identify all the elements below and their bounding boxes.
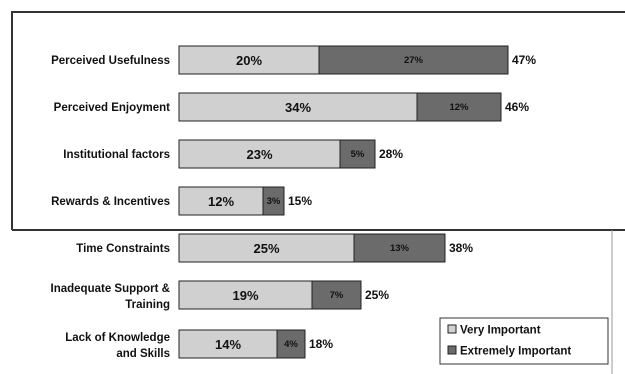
value-label-extremely-important: 3% bbox=[267, 196, 281, 207]
value-label-very-important: 12% bbox=[208, 194, 234, 209]
value-label-extremely-important: 27% bbox=[404, 55, 424, 66]
value-label-very-important: 19% bbox=[232, 288, 258, 303]
category-label: Time Constraints bbox=[76, 243, 170, 255]
value-label-extremely-important: 13% bbox=[390, 243, 410, 254]
total-label: 46% bbox=[505, 100, 529, 114]
total-label: 18% bbox=[309, 337, 333, 351]
total-label: 15% bbox=[288, 194, 312, 208]
total-label: 38% bbox=[449, 241, 473, 255]
legend-box bbox=[439, 317, 609, 365]
bar-extremely-important bbox=[339, 139, 376, 169]
bar-extremely-important bbox=[353, 233, 446, 263]
value-label-very-important: 34% bbox=[285, 100, 311, 115]
category-label: Institutional factors bbox=[63, 149, 170, 161]
legend-swatch bbox=[447, 324, 457, 334]
bar-extremely-important bbox=[416, 92, 502, 122]
value-label-extremely-important: 12% bbox=[449, 102, 469, 113]
category-label: Rewards & Incentives bbox=[51, 196, 170, 208]
category-label: Perceived Usefulness bbox=[51, 55, 170, 67]
bar-extremely-important bbox=[311, 280, 362, 310]
value-label-very-important: 20% bbox=[236, 53, 262, 68]
total-label: 28% bbox=[379, 147, 403, 161]
bar-very-important bbox=[178, 233, 355, 263]
total-label: 25% bbox=[365, 288, 389, 302]
legend: Very Important Extremely Important bbox=[439, 317, 609, 365]
highlight-frame bbox=[11, 11, 625, 231]
value-label-very-important: 23% bbox=[246, 147, 272, 162]
bar-very-important bbox=[178, 329, 278, 359]
legend-label: Very Important bbox=[460, 325, 541, 337]
category-label: Perceived Enjoyment bbox=[54, 102, 170, 114]
bar-extremely-important bbox=[276, 329, 306, 359]
category-label: Inadequate Support & Training bbox=[51, 283, 170, 311]
value-label-extremely-important: 7% bbox=[330, 290, 344, 301]
value-label-extremely-important: 5% bbox=[351, 149, 365, 160]
category-label: Lack of Knowledge and Skills bbox=[65, 332, 170, 360]
value-label-extremely-important: 4% bbox=[284, 339, 298, 350]
bars: Perceived Usefulness 20% 27% 47% Perceived E… bbox=[51, 45, 536, 360]
bar-very-important bbox=[178, 92, 418, 122]
bar-very-important bbox=[178, 280, 313, 310]
value-label-very-important: 25% bbox=[253, 241, 279, 256]
legend-label: Extremely Important bbox=[460, 346, 571, 358]
bar-extremely-important bbox=[318, 45, 509, 75]
bar-very-important bbox=[178, 139, 341, 169]
total-label: 47% bbox=[512, 53, 536, 67]
bar-very-important bbox=[178, 45, 320, 75]
bar-extremely-important bbox=[262, 186, 285, 216]
legend-swatch bbox=[447, 345, 457, 355]
value-label-very-important: 14% bbox=[215, 337, 241, 352]
